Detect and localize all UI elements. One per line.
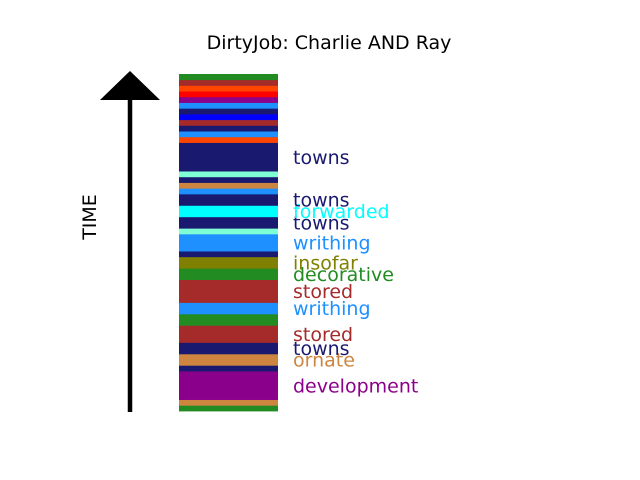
segment-32 xyxy=(179,85,278,92)
segment-label-5: towns xyxy=(293,338,350,360)
segment-4 xyxy=(179,353,278,366)
stacked-segments xyxy=(179,74,278,412)
segment-22 xyxy=(179,142,278,172)
segment-label-10: decorative xyxy=(293,264,394,286)
segment-0 xyxy=(179,405,278,412)
segment-21 xyxy=(179,171,278,178)
time-arrow-head xyxy=(100,71,160,100)
segment-33 xyxy=(179,79,278,86)
segment-12 xyxy=(179,251,278,258)
segment-5 xyxy=(179,342,278,355)
segment-30 xyxy=(179,96,278,103)
time-axis: TIME xyxy=(79,71,160,412)
segment-3 xyxy=(179,365,278,372)
segment-6 xyxy=(179,325,278,343)
chart-title: DirtyJob: Charlie AND Ray xyxy=(207,32,452,54)
segment-34 xyxy=(179,74,278,81)
segment-16 xyxy=(179,205,278,218)
segment-28 xyxy=(179,108,278,115)
segment-label-13: writhing xyxy=(293,233,371,255)
segment-23 xyxy=(179,136,278,143)
segment-7 xyxy=(179,313,278,326)
segment-label-15: towns xyxy=(293,213,350,235)
segment-27 xyxy=(179,113,278,121)
segment-13 xyxy=(179,233,278,252)
segment-15 xyxy=(179,216,278,229)
segment-17 xyxy=(179,193,278,206)
y-axis-label: TIME xyxy=(79,194,101,241)
segment-24 xyxy=(179,131,278,138)
segment-20 xyxy=(179,176,278,183)
segment-25 xyxy=(179,125,278,132)
segment-label-16: forwarded xyxy=(293,201,390,223)
segment-31 xyxy=(179,91,278,98)
segment-8 xyxy=(179,302,278,315)
segment-label-9: stored xyxy=(293,281,353,303)
segment-label-6: stored xyxy=(293,324,353,346)
segment-1 xyxy=(179,399,278,406)
segment-label-17: towns xyxy=(293,190,350,212)
segment-10 xyxy=(179,268,278,281)
segment-label-11: insofar xyxy=(293,252,358,274)
segment-11 xyxy=(179,256,278,269)
segment-label-4: ornate xyxy=(293,350,355,372)
segment-9 xyxy=(179,279,278,303)
segment-label-22: towns xyxy=(293,147,350,169)
segment-19 xyxy=(179,182,278,189)
segment-label-2: development xyxy=(293,375,418,397)
segment-29 xyxy=(179,102,278,109)
segment-2 xyxy=(179,371,278,400)
segment-18 xyxy=(179,188,278,195)
segment-labels: developmentornatetownsstoredwrithingstor… xyxy=(293,147,418,397)
segment-26 xyxy=(179,119,278,126)
segment-14 xyxy=(179,228,278,235)
segment-label-8: writhing xyxy=(293,298,371,320)
